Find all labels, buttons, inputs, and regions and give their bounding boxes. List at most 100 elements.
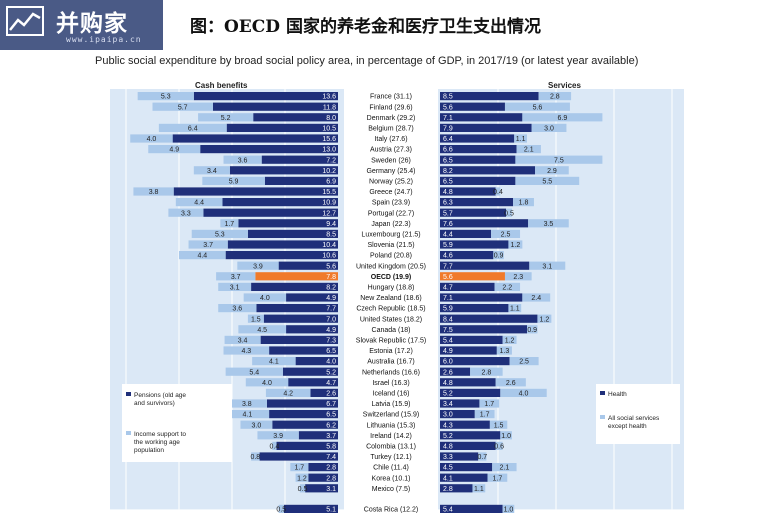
social-services-bar	[478, 452, 487, 461]
social-services-value-label: 1.1	[516, 136, 526, 143]
country-label: Korea (10.1)	[372, 475, 411, 482]
income-support-value-label: 4.1	[269, 359, 279, 366]
country-label: Spain (23.9)	[372, 200, 410, 207]
income-support-value-label: 4.0	[147, 136, 157, 143]
pension-bar	[260, 335, 338, 344]
income-support-value-label: 1.2	[297, 475, 307, 482]
country-label: United States (18.2)	[360, 316, 422, 323]
health-bar	[440, 229, 492, 238]
income-support-bar	[237, 261, 279, 270]
health-bar	[440, 388, 501, 397]
country-label: Costa Rica (12.2)	[364, 507, 418, 514]
social-services-value-label: 2.5	[519, 359, 529, 366]
legend-swatch-social	[600, 415, 605, 419]
chart-logo-icon	[6, 6, 44, 36]
social-services-bar	[514, 134, 527, 143]
health-value-label: 5.9	[443, 242, 453, 249]
legend-label-income: Income support to	[134, 431, 186, 438]
legend-label-income-3: population	[134, 447, 164, 454]
page-title: 图：OECD 国家的养老金和医疗卫生支出情况	[190, 17, 541, 37]
social-services-bar	[509, 357, 539, 366]
health-value-label: 6.3	[443, 200, 453, 207]
income-support-value-label: 0.5	[276, 507, 286, 514]
country-label: Ireland (14.2)	[370, 433, 412, 440]
income-support-bar	[257, 431, 299, 440]
social-services-value-label: 1.8	[519, 200, 529, 207]
pension-bar	[308, 463, 338, 472]
pension-value-label: 6.5	[326, 348, 336, 355]
health-value-label: 4.8	[443, 380, 453, 387]
social-services-value-label: 2.2	[502, 285, 512, 292]
pension-value-label: 15.5	[322, 189, 336, 196]
social-services-bar	[537, 314, 552, 323]
health-value-label: 6.5	[443, 157, 453, 164]
country-label: New Zealand (18.6)	[360, 295, 421, 302]
income-support-value-label: 5.3	[215, 232, 225, 239]
income-support-value-label: 3.4	[207, 168, 217, 175]
country-label: Mexico (7.5)	[372, 486, 411, 493]
social-services-bar	[472, 484, 486, 493]
country-label: United Kingdom (20.5)	[356, 263, 426, 270]
income-support-value-label: 5.2	[221, 115, 231, 122]
social-services-bar	[493, 251, 504, 260]
legend-label-social-2: except health	[608, 423, 647, 430]
social-services-value-label: 2.1	[500, 465, 510, 472]
site-logo[interactable]: 并购家 www.ipaipa.cn	[0, 0, 163, 50]
pension-value-label: 10.2	[322, 168, 336, 175]
pension-value-label: 7.3	[326, 338, 336, 345]
health-value-label: 8.5	[443, 94, 453, 101]
pension-bar	[203, 208, 338, 217]
country-label: Canada (18)	[372, 327, 411, 334]
health-bar	[440, 463, 493, 472]
social-services-value-label: 5.5	[542, 179, 552, 186]
income-support-bar	[295, 473, 309, 482]
social-services-value-label: 1.2	[505, 338, 515, 345]
pension-bar	[200, 145, 338, 154]
pension-value-label: 4.7	[326, 380, 336, 387]
social-services-value-label: 1.2	[511, 242, 521, 249]
pension-value-label: 6.2	[326, 422, 336, 429]
legend-label-income-2: the working age	[134, 439, 180, 446]
health-bar	[440, 441, 496, 450]
income-support-bar	[175, 198, 223, 207]
health-value-label: 7.5	[443, 327, 453, 334]
health-bar	[440, 304, 509, 313]
chart-title: Public social expenditure by broad socia…	[95, 55, 639, 67]
social-services-bar	[535, 166, 569, 175]
health-bar	[440, 145, 517, 154]
income-support-bar	[238, 325, 287, 334]
income-support-bar	[220, 219, 239, 228]
pension-bar	[269, 410, 338, 419]
pension-bar	[212, 102, 338, 111]
pension-bar	[276, 441, 338, 450]
legend-swatch-pensions	[126, 392, 131, 396]
social-services-bar	[500, 431, 512, 440]
pension-value-label: 10.9	[322, 200, 336, 207]
health-value-label: 4.5	[443, 465, 453, 472]
health-bar	[440, 473, 488, 482]
pension-bar	[251, 282, 338, 291]
income-support-value-label: 5.7	[178, 104, 188, 111]
social-services-bar	[495, 441, 503, 450]
pension-bar	[263, 314, 338, 323]
health-value-label: 5.2	[443, 391, 453, 398]
social-services-bar	[489, 420, 508, 429]
pension-bar	[305, 484, 338, 493]
pension-value-label: 7.0	[326, 316, 336, 323]
country-label: Sweden (26)	[371, 157, 411, 164]
health-value-label: 8.4	[443, 316, 453, 323]
pension-value-label: 4.0	[326, 359, 336, 366]
social-services-bar	[513, 198, 534, 207]
income-support-bar	[225, 410, 270, 419]
health-bar	[440, 92, 539, 101]
health-bar	[440, 452, 479, 461]
pension-bar	[229, 166, 338, 175]
pension-bar	[227, 240, 338, 249]
pension-value-label: 10.5	[322, 126, 336, 133]
income-support-bar	[243, 293, 287, 302]
health-value-label: 2.6	[443, 369, 453, 376]
social-services-bar	[479, 399, 500, 408]
income-support-value-label: 4.0	[260, 295, 270, 302]
health-value-label: 8.2	[443, 168, 453, 175]
